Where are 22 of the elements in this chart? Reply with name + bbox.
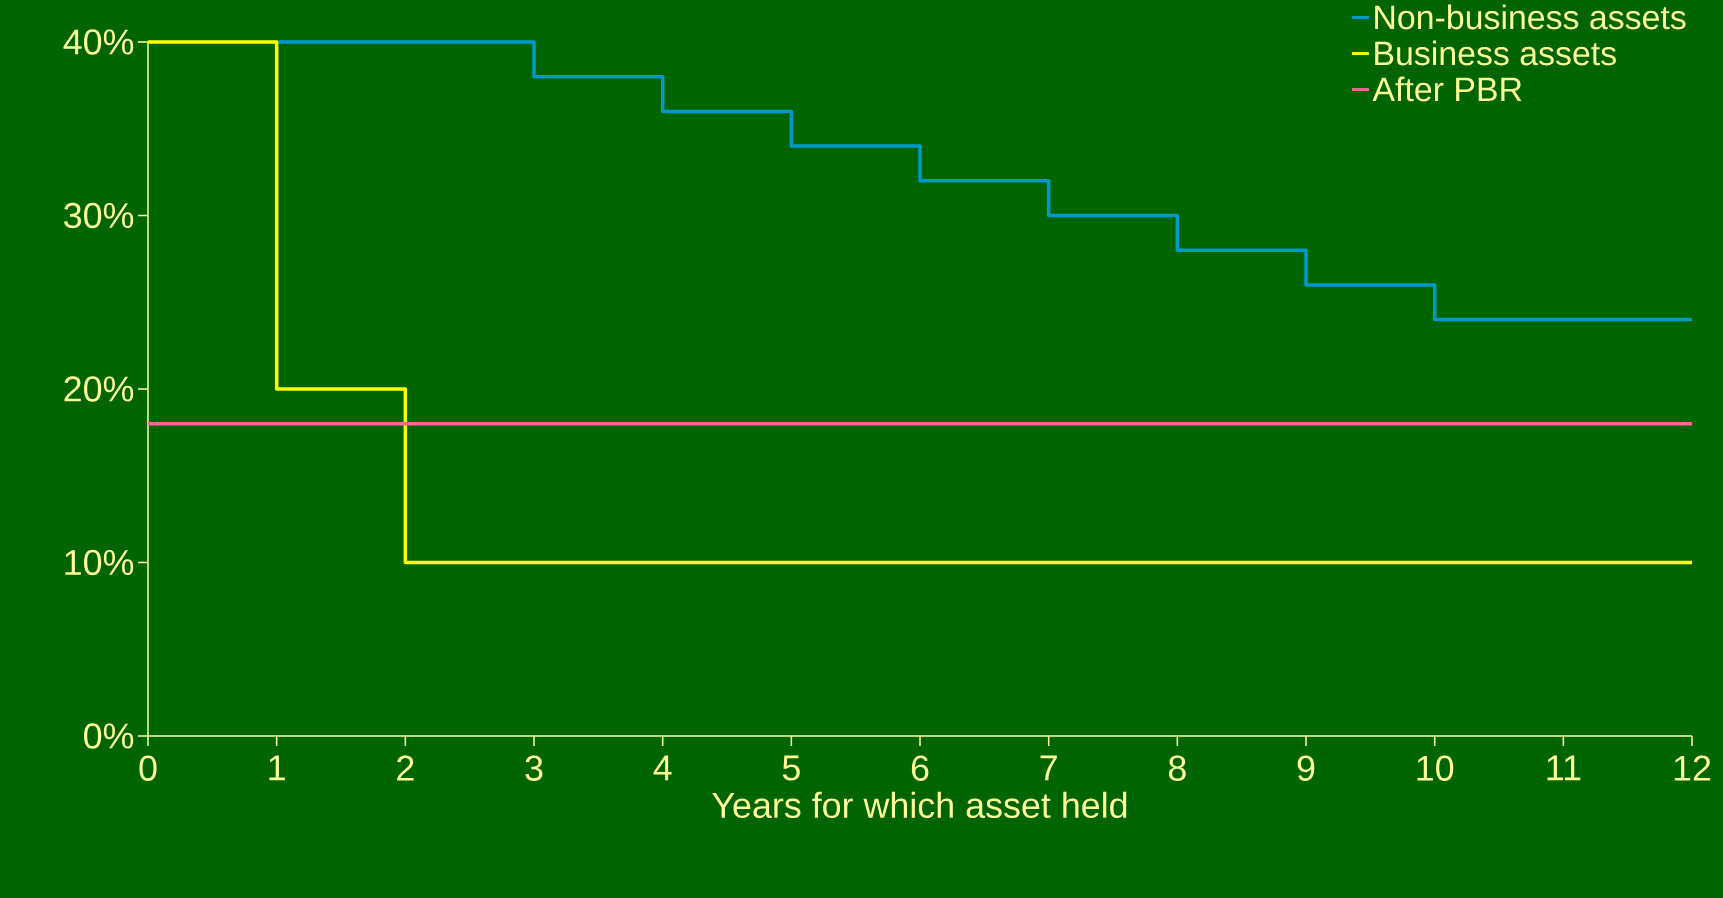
x-tick-label: 7	[1040, 755, 1057, 781]
x-tick-label: 10	[1417, 755, 1454, 781]
x-tick-label: 3	[525, 755, 543, 781]
y-tick-label: 10%	[65, 549, 134, 576]
x-tick-label: 8	[1168, 755, 1186, 781]
x-tick-label: 9	[1297, 755, 1315, 781]
x-tick-label: 1	[269, 755, 285, 781]
legend-label: Business assets	[1375, 40, 1616, 66]
y-tick-label: 20%	[64, 376, 134, 402]
y-tick-label: 0%	[84, 723, 134, 749]
x-tick-label: 5	[782, 755, 800, 781]
legend-label: Non-business assets	[1375, 4, 1686, 30]
x-tick-label: 0	[139, 755, 157, 781]
x-tick-label: 6	[911, 755, 929, 781]
y-tick-label: 40%	[63, 29, 134, 55]
x-axis-title: Years for which asset held	[712, 791, 1127, 819]
legend-label: After PBR	[1372, 76, 1522, 102]
x-tick-label: 11	[1547, 755, 1581, 781]
y-tick-label: 30%	[64, 202, 134, 229]
x-tick-label: 4	[653, 755, 672, 781]
x-tick-label: 2	[397, 755, 414, 781]
x-tick-label: 12	[1674, 755, 1711, 781]
